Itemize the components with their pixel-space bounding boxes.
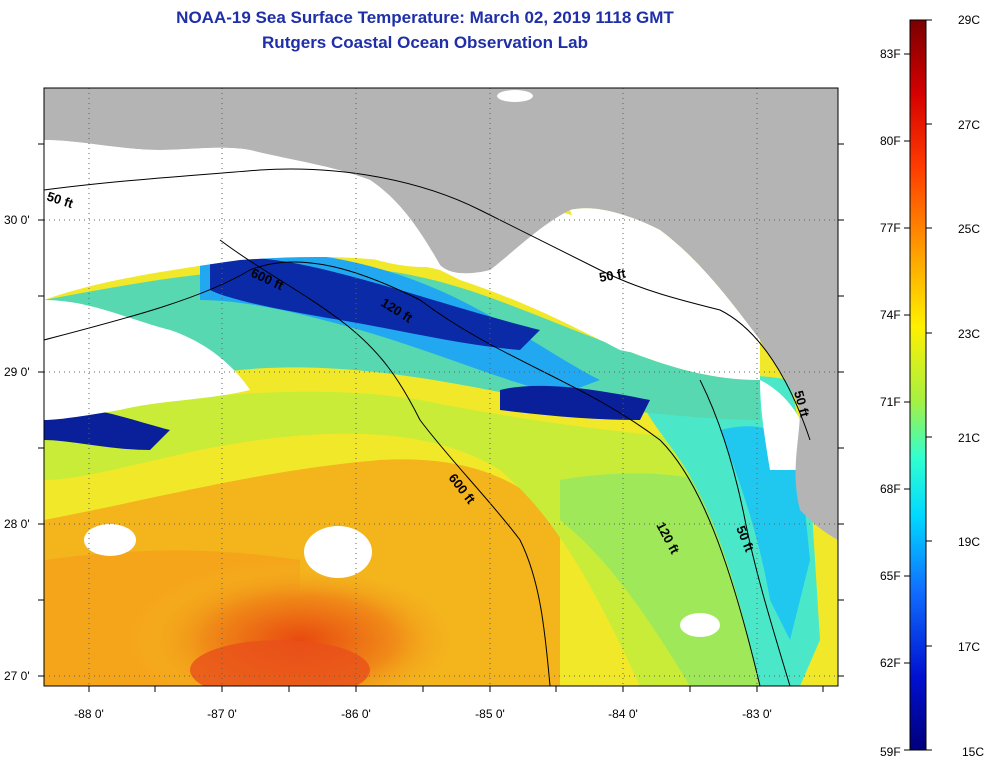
colorbar-f-83: 83F [880,47,901,61]
colorbar-f-62: 62F [880,656,901,670]
colorbar-f-77: 77F [880,221,901,235]
lon-label-83: -83 0' [742,707,772,721]
colorbar-c-15: 15C [962,745,984,759]
cloud-over-land [497,90,533,102]
lon-label-86: -86 0' [341,707,371,721]
colorbar-c-29: 29C [958,13,980,27]
map-frame [43,87,839,687]
lon-label-88: -88 0' [74,707,104,721]
lat-label-27: 27 0' [4,669,30,683]
cold-patch-west [44,407,170,450]
contour-label-50ft-bigbend: 50 ft [598,265,628,285]
colorbar [909,19,927,751]
cloud-patch [304,526,372,578]
axis-ticks [38,143,844,692]
colorbar-c-19: 19C [958,535,980,549]
lon-label-87: -87 0' [207,707,237,721]
lat-label-28: 28 0' [4,517,30,531]
map-title: NOAA-19 Sea Surface Temperature: March 0… [176,8,674,27]
lat-label-29: 29 0' [4,365,30,379]
warm-core-inner [190,640,370,686]
colorbar-f-59: 59F [880,745,901,759]
colorbar-f-74: 74F [880,308,901,322]
colorbar-c-27: 27C [958,118,980,132]
colorbar-ticks [904,19,932,751]
contour-label-50ft-east: 50 ft [791,389,813,419]
colorbar-f-71: 71F [880,395,901,409]
cold-patch-center [210,257,540,350]
contour-120ft [44,261,761,686]
contour-50ft-east [699,379,791,686]
cloud-cover-east [760,380,808,470]
contour-600ft [219,239,551,686]
cooler-water-east [720,426,810,640]
colorbar-f-68: 68F [880,482,901,496]
colorbar-c-25: 25C [958,222,980,236]
cold-patch-bigbend [500,385,650,420]
land-mass [44,88,838,540]
cloud-cover-west [44,300,250,420]
lat-label-30: 30 0' [4,213,30,227]
map-subtitle: Rutgers Coastal Ocean Observation Lab [262,33,588,52]
cloud-patch-small [84,524,136,556]
colorbar-f-80: 80F [880,134,901,148]
colorbar-f-65: 65F [880,569,901,583]
cloud-patch-southeast [680,613,720,637]
lon-label-84: -84 0' [608,707,638,721]
colorbar-c-23: 23C [958,327,980,341]
colorbar-c-21: 21C [958,431,980,445]
colorbar-c-17: 17C [958,640,980,654]
mid-water [44,391,760,686]
lon-label-85: -85 0' [475,707,505,721]
warm-core [130,560,470,686]
